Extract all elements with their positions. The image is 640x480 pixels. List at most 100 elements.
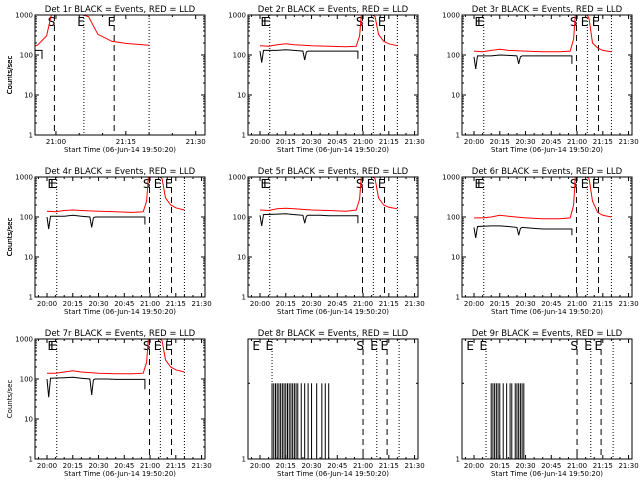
y-tick-label: 1000 bbox=[15, 12, 33, 20]
event-marker-label: E bbox=[378, 15, 386, 29]
y-tick-label: 100 bbox=[20, 214, 33, 222]
event-marker-label: E bbox=[165, 339, 173, 353]
event-marker-label: E bbox=[474, 177, 482, 191]
event-marker-label: S bbox=[570, 177, 578, 191]
x-axis-label: Start Time (06-Jun-14 19:50:20) bbox=[277, 308, 389, 316]
y-tick-label: 10 bbox=[24, 92, 33, 100]
event-marker-label: E bbox=[592, 177, 600, 191]
x-tick-label: 20:30 bbox=[301, 300, 321, 308]
chart-panel-9: Det 9r BLACK = Events, RED = LLD 1 20:00 20… bbox=[456, 329, 639, 478]
y-tick-label: 100 bbox=[447, 214, 460, 222]
x-axis-label: Start Time (06-Jun-14 19:50:20) bbox=[277, 470, 389, 478]
x-tick-label: 20:15 bbox=[276, 138, 296, 146]
y-tick-label: 1 bbox=[29, 294, 33, 302]
x-tick-label: 20:30 bbox=[515, 300, 535, 308]
event-marker-label: E bbox=[477, 177, 485, 191]
x-tick-label: 20:45 bbox=[114, 300, 134, 308]
event-marker-label: E bbox=[165, 177, 173, 191]
event-marker-label: E bbox=[380, 339, 388, 353]
y-tick-label: 100 bbox=[447, 52, 460, 60]
y-tick-label: 10 bbox=[451, 254, 460, 262]
x-tick-label: 20:00 bbox=[250, 462, 270, 470]
y-tick-label: 1000 bbox=[442, 174, 460, 182]
lld-series-line bbox=[47, 338, 185, 375]
chart-panel-5: Det 5r BLACK = Events, RED = LLD 1 10 100 10… bbox=[6, 167, 425, 316]
event-marker-label: E bbox=[479, 339, 487, 353]
x-axis-label: Start Time (06-Jun-14 19:50:20) bbox=[491, 470, 603, 478]
plot-frame bbox=[34, 14, 206, 136]
x-tick-label: 20:00 bbox=[37, 300, 57, 308]
x-tick-label: 21:15 bbox=[593, 462, 613, 470]
plot-frame bbox=[461, 338, 633, 460]
x-tick-label: 20:15 bbox=[490, 462, 510, 470]
chart-title: Det 7r BLACK = Events, RED = LLD bbox=[45, 329, 196, 339]
events-series-line bbox=[46, 214, 146, 230]
x-tick-label: 20:30 bbox=[301, 138, 321, 146]
x-tick-label: 20:00 bbox=[464, 462, 484, 470]
event-marker-label: E bbox=[260, 15, 268, 29]
x-tick-label: 20:15 bbox=[276, 300, 296, 308]
x-tick-label: 21:30 bbox=[618, 462, 638, 470]
x-tick-label: 21:15 bbox=[379, 462, 399, 470]
x-tick-label: 20:30 bbox=[515, 138, 535, 146]
chart-title: Det 5r BLACK = Events, RED = LLD bbox=[258, 167, 409, 177]
x-tick-label: 21:00 bbox=[567, 138, 587, 146]
events-series-line bbox=[259, 49, 359, 63]
event-marker-label: E bbox=[263, 15, 271, 29]
x-tick-label: 21:30 bbox=[404, 300, 424, 308]
y-tick-label: 1000 bbox=[228, 12, 246, 20]
plot-frame bbox=[247, 176, 419, 298]
x-tick-label: 20:30 bbox=[515, 462, 535, 470]
y-tick-label: 10 bbox=[24, 254, 33, 262]
x-tick-label: 21:00 bbox=[140, 462, 160, 470]
x-tick-label: 20:15 bbox=[63, 462, 83, 470]
x-tick-label: 21:30 bbox=[618, 300, 638, 308]
event-marker-label: E bbox=[77, 15, 85, 29]
events-series-line bbox=[46, 376, 146, 398]
x-tick-label: 20:30 bbox=[301, 462, 321, 470]
x-tick-label: 21:15 bbox=[593, 138, 613, 146]
x-tick-label: 21:30 bbox=[618, 138, 638, 146]
y-tick-label: 1000 bbox=[15, 336, 33, 344]
x-axis-label: Start Time (06-Jun-14 19:50:20) bbox=[64, 146, 176, 154]
x-tick-label: 21:00 bbox=[140, 300, 160, 308]
event-marker-label: E bbox=[477, 15, 485, 29]
event-marker-label: E bbox=[581, 15, 589, 29]
chart-title: Det 2r BLACK = Events, RED = LLD bbox=[258, 5, 409, 15]
events-series-line bbox=[259, 213, 359, 226]
lld-series-line bbox=[474, 176, 612, 220]
chart-panel-6: Det 6r BLACK = Events, RED = LLD 1 10 100 10… bbox=[6, 167, 639, 316]
x-tick-label: 20:00 bbox=[464, 300, 484, 308]
x-tick-label: 20:45 bbox=[327, 462, 347, 470]
x-axis-label: Start Time (06-Jun-14 19:50:20) bbox=[277, 146, 389, 154]
x-tick-label: 21:00 bbox=[353, 138, 373, 146]
events-series-line bbox=[473, 225, 573, 238]
chart-panel-8: Det 8r BLACK = Events, RED = LLD 1 20:00 20… bbox=[242, 329, 425, 478]
event-marker-label: E bbox=[594, 339, 602, 353]
y-tick-label: 100 bbox=[233, 214, 246, 222]
x-tick-label: 20:45 bbox=[541, 462, 561, 470]
chart-panel-2: Det 2r BLACK = Events, RED = LLD 1 10 100 10… bbox=[6, 5, 425, 154]
event-marker-label: S bbox=[356, 15, 364, 29]
x-tick-label: 21:15 bbox=[166, 462, 186, 470]
event-marker-label: E bbox=[50, 177, 58, 191]
y-axis-label: Counts/sec bbox=[6, 56, 14, 95]
x-tick-label: 20:15 bbox=[63, 300, 83, 308]
event-marker-label: E bbox=[265, 339, 273, 353]
lld-series-line bbox=[259, 14, 398, 48]
y-tick-label: 10 bbox=[237, 254, 246, 262]
chart-panel-1: Det 1r BLACK = Events, RED = LLD 1 10 100 10… bbox=[6, 5, 206, 154]
y-axis-label: Counts/sec bbox=[6, 56, 14, 95]
event-marker-label: E bbox=[592, 15, 600, 29]
event-marker-label: S bbox=[570, 15, 578, 29]
x-tick-label: 21:30 bbox=[186, 138, 206, 146]
event-marker-label: E bbox=[367, 15, 375, 29]
y-tick-label: 100 bbox=[233, 52, 246, 60]
x-tick-label: 21:30 bbox=[191, 300, 211, 308]
y-axis-label: Counts/sec bbox=[6, 218, 14, 257]
plot-frame bbox=[461, 14, 633, 136]
x-tick-label: 21:15 bbox=[379, 138, 399, 146]
chart-title: Det 3r BLACK = Events, RED = LLD bbox=[472, 5, 623, 15]
y-tick-label: 1000 bbox=[228, 174, 246, 182]
x-tick-label: 21:00 bbox=[353, 462, 373, 470]
